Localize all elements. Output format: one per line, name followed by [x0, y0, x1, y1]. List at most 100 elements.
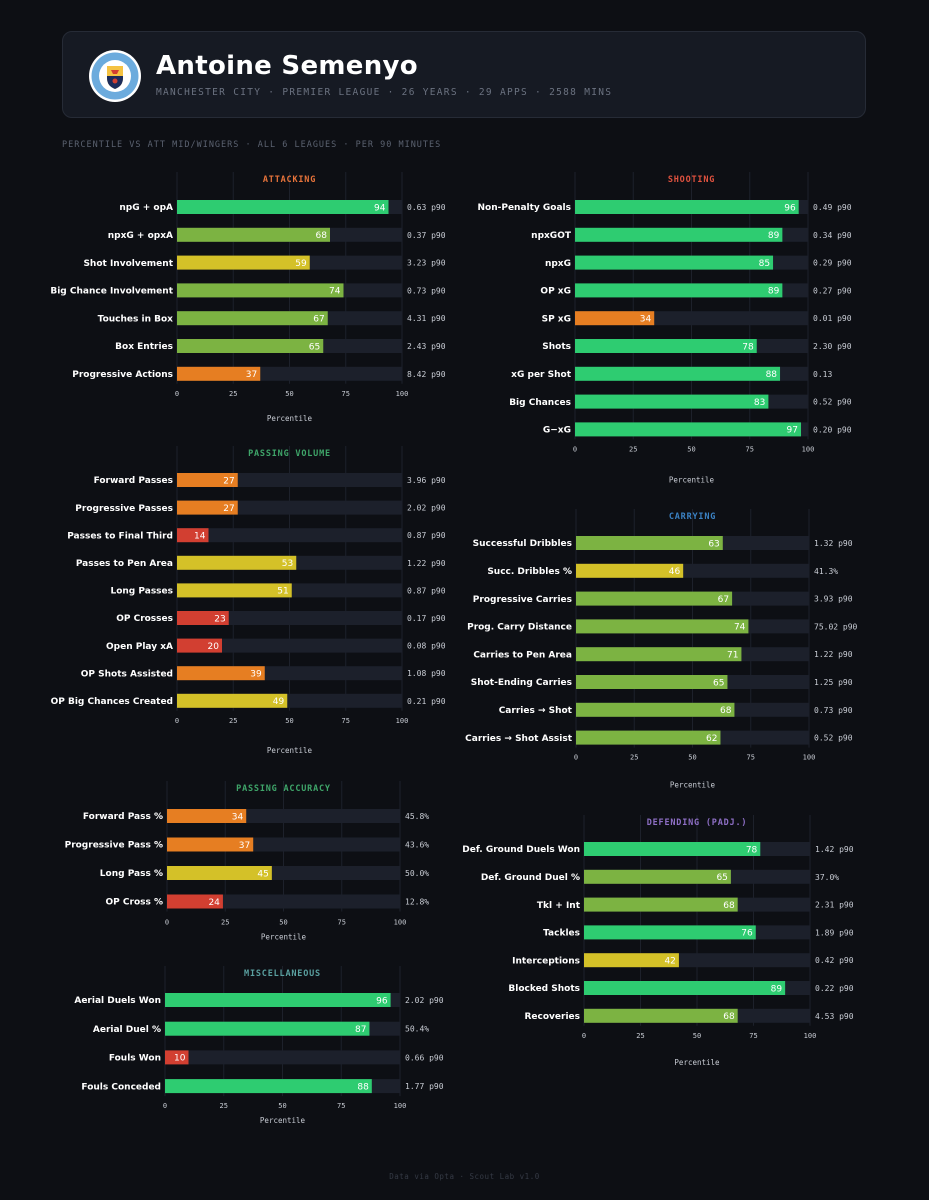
percentile-value: 65	[713, 678, 724, 688]
metric-label: Big Chances	[509, 398, 571, 408]
percentile-bar	[576, 675, 728, 689]
percentile-bar	[177, 366, 261, 381]
metric-row: Carries → Shot 68 0.73 p90	[499, 702, 853, 717]
percentile-value: 63	[708, 539, 719, 549]
axis-tick-label: 0	[175, 717, 179, 725]
bar-track	[177, 638, 402, 653]
metric-label: Touches in Box	[98, 314, 174, 324]
percentile-value: 85	[759, 259, 770, 269]
raw-value: 0.52 p90	[813, 398, 852, 407]
metric-row: OP Shots Assisted 39 1.08 p90	[81, 666, 446, 681]
percentile-value: 49	[273, 697, 285, 707]
metric-row: Progressive Pass % 37 43.6%	[65, 837, 429, 852]
metric-label: G−xG	[543, 426, 571, 436]
percentile-value: 74	[734, 623, 746, 633]
metric-label: npxGOT	[531, 231, 572, 241]
metric-label: OP Big Chances Created	[51, 697, 173, 707]
percentile-bar	[165, 1021, 370, 1036]
percentile-bar	[177, 200, 389, 214]
metric-row: Passes to Final Third 14 0.87 p90	[67, 528, 446, 543]
metric-label: Non-Penalty Goals	[477, 203, 571, 213]
percentile-bar	[177, 227, 330, 242]
percentile-value: 45	[257, 869, 268, 879]
percentile-value: 71	[727, 651, 738, 661]
raw-value: 0.37 p90	[407, 231, 446, 240]
percentile-bar	[177, 339, 324, 353]
metric-row: Tkl + Int 68 2.31 p90	[537, 897, 854, 912]
metric-label: Shots	[542, 342, 571, 352]
data-source-footer: Data via Opta · Scout Lab v1.0	[389, 1172, 540, 1181]
axis-tick-label: 100	[803, 754, 816, 762]
percentile-value: 89	[768, 287, 780, 297]
raw-value: 37.0%	[815, 873, 839, 882]
percentile-value: 89	[768, 231, 780, 241]
metric-label: OP Shots Assisted	[81, 669, 173, 679]
percentile-bar	[575, 283, 783, 298]
metric-label: Shot Involvement	[83, 259, 173, 269]
metric-label: Fouls Won	[109, 1054, 161, 1064]
metric-label: Shot-Ending Carries	[471, 678, 572, 688]
metric-label: OP xG	[540, 287, 571, 297]
metric-label: Progressive Pass %	[65, 841, 163, 851]
metric-row: Shots 78 2.30 p90	[542, 339, 852, 353]
raw-value: 0.22 p90	[815, 984, 854, 993]
metric-row: Successful Dribbles 63 1.32 p90	[473, 536, 853, 550]
raw-value: 50.4%	[405, 1025, 429, 1034]
raw-value: 2.43 p90	[407, 342, 446, 351]
metric-label: Carries to Pen Area	[473, 650, 572, 660]
axis-tick-label: 50	[687, 445, 695, 453]
percentile-bar	[177, 500, 238, 515]
metric-row: npxGOT 89 0.34 p90	[531, 227, 852, 242]
percentile-bar	[575, 339, 757, 353]
percentile-bar	[584, 981, 786, 995]
axis-tick-label: 50	[279, 919, 287, 927]
axis-title: Percentile	[267, 414, 313, 423]
percentile-value: 89	[771, 984, 783, 994]
raw-value: 2.02 p90	[407, 504, 446, 513]
percentile-value: 67	[718, 595, 729, 605]
metric-label: Progressive Carries	[473, 595, 572, 605]
attacking-chart: ATTACKING npG + opA 94 0.63 p90 npxG + opxA 6…	[50, 172, 446, 423]
axis-tick-label: 50	[278, 1102, 286, 1110]
percentile-value: 65	[309, 342, 320, 352]
percentile-bar	[177, 611, 229, 625]
axis-tick-label: 50	[693, 1032, 701, 1040]
percentile-value: 88	[357, 1082, 369, 1092]
bar-track	[177, 611, 402, 625]
percentile-bar	[584, 925, 756, 940]
metric-label: Carries → Shot	[499, 706, 573, 716]
axis-tick-label: 25	[221, 919, 229, 927]
percentile-bar	[575, 227, 783, 242]
metric-label: xG per Shot	[511, 370, 572, 380]
percentile-value: 46	[669, 567, 681, 577]
percentile-value: 67	[313, 315, 324, 325]
percentile-bar	[575, 366, 781, 381]
raw-value: 12.8%	[405, 898, 429, 907]
metric-label: Succ. Dribbles %	[487, 567, 572, 577]
raw-value: 1.25 p90	[814, 678, 853, 687]
raw-value: 0.66 p90	[405, 1053, 444, 1062]
metric-row: Big Chances 83 0.52 p90	[509, 394, 852, 409]
percentile-value: 68	[316, 231, 328, 241]
axis-tick-label: 25	[229, 717, 237, 725]
metric-label: Prog. Carry Distance	[467, 623, 572, 633]
metric-label: Recoveries	[524, 1012, 580, 1022]
metric-row: Open Play xA 20 0.08 p90	[106, 638, 446, 653]
attacking-title: ATTACKING	[263, 175, 316, 185]
metric-label: Box Entries	[115, 342, 173, 352]
percentile-bar	[584, 842, 761, 856]
passing-accuracy-title: PASSING ACCURACY	[236, 784, 331, 794]
metric-label: Progressive Actions	[72, 370, 173, 380]
metric-label: npxG	[545, 259, 571, 269]
metric-label: npxG + opxA	[108, 231, 173, 241]
metric-label: Aerial Duels Won	[74, 996, 161, 1006]
raw-value: 43.6%	[405, 841, 429, 850]
percentile-bar	[167, 809, 247, 823]
percentile-bar	[177, 528, 209, 543]
metric-row: Prog. Carry Distance 74 75.02 p90	[467, 619, 858, 634]
percentile-bar	[177, 311, 328, 326]
metric-label: Tackles	[543, 929, 580, 939]
percentile-value: 87	[355, 1025, 366, 1035]
axis-tick-label: 0	[165, 919, 169, 927]
